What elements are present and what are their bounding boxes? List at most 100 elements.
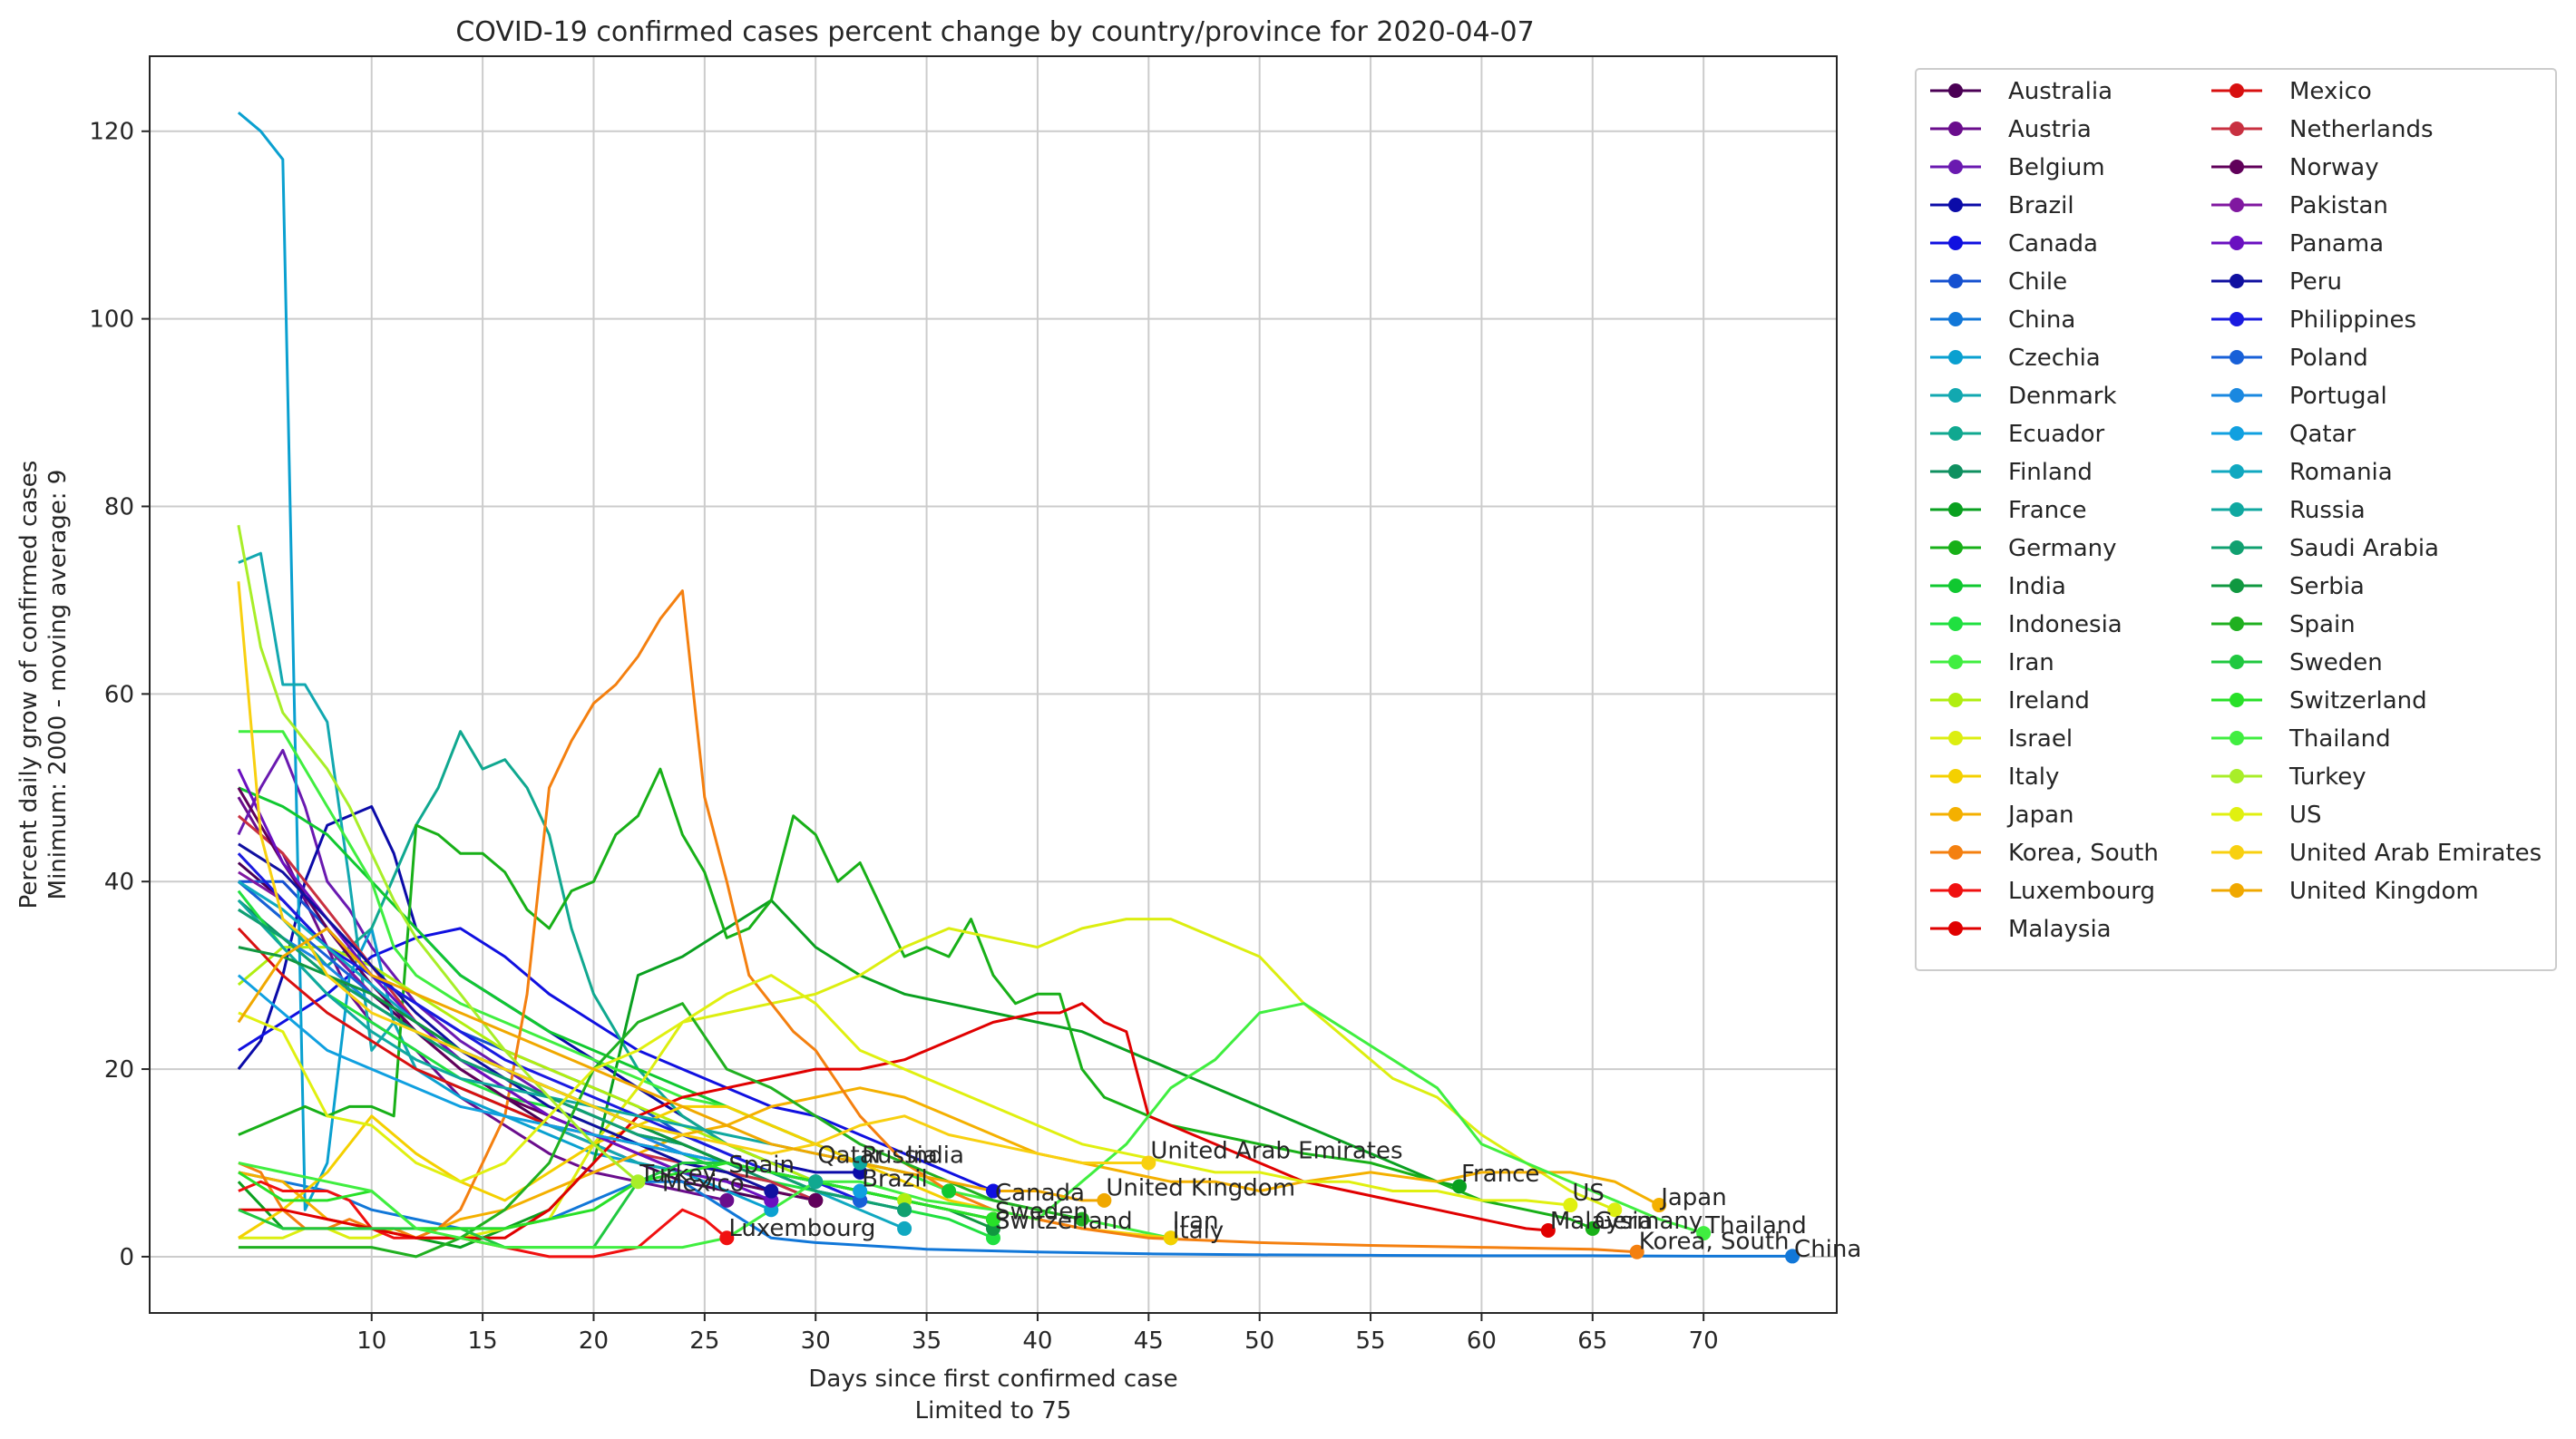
legend-marker	[2230, 198, 2244, 212]
series-line-us	[238, 974, 1571, 1207]
legend-marker	[1948, 426, 1963, 441]
legend: Australia Austria Belgium Brazil Canada Chile…	[1915, 68, 2557, 971]
legend-marker	[2230, 655, 2244, 669]
legend-entry-label: Portugal	[2289, 383, 2387, 410]
series-end-marker-norway	[808, 1192, 824, 1208]
legend-marker	[2230, 693, 2244, 707]
y-tick-label: 40	[104, 869, 134, 896]
series-line-germany	[238, 767, 1594, 1230]
series-end-marker-luxembourg	[719, 1230, 735, 1246]
legend-marker	[2230, 350, 2244, 365]
legend-marker	[1948, 845, 1963, 860]
series-end-marker-thailand	[1696, 1226, 1712, 1241]
series-end-label: Qatar	[817, 1142, 884, 1170]
y-axis-label-group: Percent daily grow of confirmed cases Mi…	[15, 461, 72, 909]
series-line-japan	[238, 1086, 1660, 1240]
legend-marker	[2230, 122, 2244, 136]
series-end-label: Turkey	[639, 1161, 717, 1188]
y-axis-ticks: 0 20 40 60 80 100 120	[89, 119, 150, 1271]
series-end-label: China	[1794, 1236, 1861, 1263]
legend-entry-label: Turkey	[2288, 763, 2366, 791]
legend-marker	[2230, 236, 2244, 250]
legend-marker	[2230, 540, 2244, 555]
series-end-marker-romania	[897, 1220, 912, 1236]
legend-marker	[1948, 883, 1963, 898]
series-end-marker-germany	[1585, 1220, 1600, 1236]
series-line-saudi-arabia	[238, 908, 905, 1211]
legend-entry-label: Israel	[2008, 725, 2073, 753]
series-end-label: France	[1461, 1161, 1539, 1188]
legend-marker	[1948, 502, 1963, 517]
legend-marker	[1948, 579, 1963, 593]
x-tick-label: 25	[689, 1327, 719, 1355]
series-end-label: Thailand	[1704, 1212, 1807, 1240]
legend-marker	[1948, 198, 1963, 212]
legend-entry-label: Canada	[2008, 230, 2098, 258]
series-line-philippines	[237, 852, 861, 1202]
legend-entry-label: Ireland	[2008, 687, 2090, 715]
y-tick-label: 100	[89, 306, 134, 334]
legend-marker	[1948, 655, 1963, 669]
legend-marker	[2230, 731, 2244, 745]
series-end-marker-israel	[1607, 1202, 1623, 1218]
legend-marker	[1948, 274, 1963, 288]
series-end-label: Germany	[1595, 1208, 1703, 1235]
legend-entry-label: Norway	[2289, 154, 2379, 181]
legend-entry-label: Thailand	[2288, 725, 2391, 753]
legend-box	[1915, 68, 2557, 971]
legend-entry-label: Korea, South	[2008, 840, 2159, 867]
legend-marker	[1948, 160, 1963, 174]
x-tick-label: 40	[1022, 1327, 1052, 1355]
legend-entry-label: Denmark	[2008, 383, 2117, 410]
legend-entry-label: Austria	[2008, 116, 2092, 143]
series-lines	[237, 111, 1793, 1259]
legend-entry-label: Japan	[2006, 802, 2074, 829]
series-end-label: Japan	[1659, 1184, 1727, 1211]
legend-entry-label: Luxembourg	[2008, 878, 2155, 905]
series-end-marker-france	[1451, 1179, 1467, 1194]
series-end-label: Spain	[728, 1152, 795, 1179]
legend-marker	[2230, 807, 2244, 822]
legend-marker	[2230, 83, 2244, 98]
legend-marker	[1948, 731, 1963, 745]
legend-entry-label: India	[2008, 573, 2066, 600]
x-tick-label: 60	[1467, 1327, 1497, 1355]
legend-entry-label: Ecuador	[2008, 421, 2105, 448]
legend-marker	[2230, 502, 2244, 517]
legend-marker	[2230, 312, 2244, 326]
x-tick-label: 20	[579, 1327, 609, 1355]
series-end-marker-austria	[719, 1192, 735, 1208]
legend-marker	[2230, 464, 2244, 479]
plot-area-frame	[149, 55, 1838, 1314]
series-end-marker-qatar	[853, 1183, 868, 1199]
series-end-marker-united-kingdom	[1097, 1192, 1112, 1208]
series-end-marker-united-arab-emirates	[1141, 1155, 1156, 1171]
series-end-label: United Kingdom	[1106, 1175, 1295, 1202]
series-end-label: Luxembourg	[728, 1215, 875, 1242]
legend-entry-label: Romania	[2289, 459, 2393, 486]
legend-marker	[1948, 693, 1963, 707]
legend-entry-label: Iran	[2008, 649, 2054, 676]
series-end-marker-china	[1785, 1249, 1800, 1264]
series-end-marker-us	[1563, 1198, 1578, 1213]
legend-marker	[2230, 579, 2244, 593]
y-tick-label: 120	[89, 119, 134, 146]
legend-entry-label: Peru	[2289, 268, 2342, 296]
series-line-united-kingdom	[237, 927, 1105, 1202]
legend-entry-label: Italy	[2008, 763, 2059, 791]
series-end-marker-ecuador	[808, 1174, 824, 1190]
series-end-marker-canada	[986, 1183, 1000, 1199]
series-end-marker-malaysia	[1540, 1222, 1556, 1238]
legend-marker	[1948, 122, 1963, 136]
series-line-switzerland	[238, 1162, 994, 1230]
x-tick-label: 65	[1577, 1327, 1607, 1355]
series-end-label: Mexico	[662, 1171, 745, 1198]
legend-entry-label: Indonesia	[2008, 611, 2122, 638]
legend-marker	[2230, 388, 2244, 403]
legend-marker	[2230, 160, 2244, 174]
series-end-marker-saudi-arabia	[897, 1202, 912, 1218]
legend-entry-label: Germany	[2008, 535, 2117, 562]
legend-entry-label: Chile	[2008, 268, 2067, 296]
legend-marker	[1948, 312, 1963, 326]
